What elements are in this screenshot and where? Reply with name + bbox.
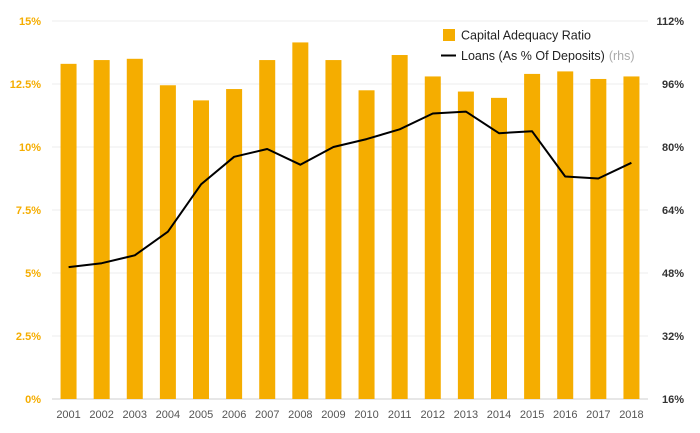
x-tick-label: 2002 <box>89 409 113 421</box>
bar <box>325 60 342 400</box>
x-tick-label: 2003 <box>123 409 147 421</box>
x-tick-label: 2005 <box>189 409 213 421</box>
loans-line <box>68 110 632 269</box>
right-tick-label: 96% <box>662 79 684 91</box>
x-tick-label: 2011 <box>388 409 412 421</box>
bar <box>193 100 209 399</box>
bar <box>557 71 574 400</box>
legend-label-bar: Capital Adequacy Ratio <box>461 29 591 43</box>
bar <box>292 42 309 400</box>
x-tick-label: 2017 <box>586 409 610 421</box>
bar <box>524 73 541 400</box>
legend-label-line-name: Loans (As % Of Deposits) <box>461 49 605 63</box>
left-axis: 0% 2.5% 5% 7.5% 10% 12.5% 15% <box>10 16 41 406</box>
x-tick-label: 2010 <box>354 409 378 421</box>
x-axis: 2001 2002 2003 2004 2005 2006 2007 2008 2009 2010… <box>56 409 643 421</box>
bar <box>126 58 143 400</box>
right-axis: 16% 32% 48% 64% 80% 96% 112% <box>656 16 684 406</box>
legend-label-line-suffix: (rhs) <box>609 49 635 63</box>
x-tick-label: 2009 <box>321 409 345 421</box>
x-tick-label: 2015 <box>520 409 544 421</box>
legend-label-line: Loans (As % Of Deposits) (rhs) <box>461 49 635 63</box>
bar <box>93 60 110 400</box>
left-tick-label: 5% <box>25 268 41 280</box>
right-tick-label: 80% <box>662 142 684 154</box>
bar <box>457 91 474 399</box>
x-tick-label: 2006 <box>222 409 246 421</box>
gridlines <box>52 20 648 400</box>
left-tick-label: 7.5% <box>16 205 41 217</box>
x-tick-label: 2012 <box>421 409 445 421</box>
bar <box>159 85 176 399</box>
bar <box>391 55 408 400</box>
line-series <box>68 110 632 269</box>
right-tick-label: 32% <box>662 331 684 343</box>
right-tick-label: 16% <box>662 394 684 406</box>
x-tick-label: 2004 <box>156 409 180 421</box>
right-tick-label: 48% <box>662 268 684 280</box>
bar <box>60 63 77 400</box>
legend-swatch-bar <box>443 29 455 41</box>
left-tick-label: 10% <box>19 142 41 154</box>
bar <box>226 89 243 399</box>
bar <box>424 76 441 399</box>
right-tick-label: 112% <box>656 16 684 28</box>
left-tick-label: 2.5% <box>16 331 41 343</box>
left-tick-label: 15% <box>19 16 41 28</box>
x-tick-label: 2007 <box>255 409 279 421</box>
x-tick-label: 2008 <box>288 409 312 421</box>
bar <box>259 60 276 400</box>
bar-series <box>60 42 640 400</box>
left-tick-label: 0% <box>25 394 41 406</box>
bar <box>590 78 607 400</box>
x-tick-label: 2018 <box>619 409 643 421</box>
bar <box>358 90 375 400</box>
x-tick-label: 2016 <box>553 409 577 421</box>
left-tick-label: 12.5% <box>10 79 41 91</box>
bar <box>623 76 640 399</box>
x-tick-label: 2001 <box>56 409 80 421</box>
right-tick-label: 64% <box>662 205 684 217</box>
bar <box>491 97 507 400</box>
x-tick-label: 2014 <box>487 409 511 421</box>
legend: Capital Adequacy Ratio Loans (As % Of De… <box>441 29 635 63</box>
x-tick-label: 2013 <box>454 409 478 421</box>
